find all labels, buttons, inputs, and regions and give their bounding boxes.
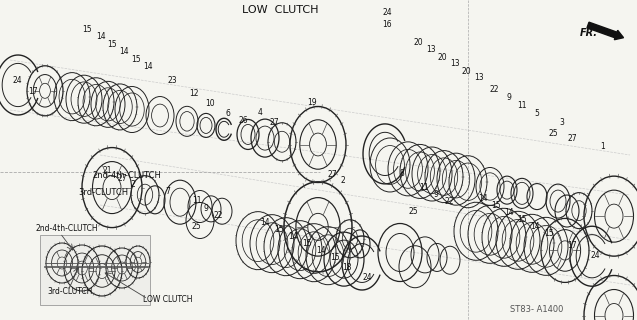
Text: 15: 15 xyxy=(131,54,141,63)
Text: 24: 24 xyxy=(590,252,600,260)
Text: 8: 8 xyxy=(399,169,404,178)
Text: 9: 9 xyxy=(204,204,208,212)
Text: 13: 13 xyxy=(426,44,436,53)
Text: 14: 14 xyxy=(143,61,153,70)
Text: 6: 6 xyxy=(225,108,231,117)
Text: 20: 20 xyxy=(461,67,471,76)
Text: 15: 15 xyxy=(491,201,501,210)
Text: 23: 23 xyxy=(167,76,177,84)
Text: 14: 14 xyxy=(260,218,270,227)
Text: 27: 27 xyxy=(327,170,337,179)
Text: 11: 11 xyxy=(192,196,202,204)
Text: 5: 5 xyxy=(534,108,540,117)
Text: 14: 14 xyxy=(478,194,488,203)
Text: 24: 24 xyxy=(362,273,372,282)
Text: ST83- A1400: ST83- A1400 xyxy=(510,306,563,315)
Text: 7: 7 xyxy=(166,187,171,196)
Text: 11: 11 xyxy=(517,100,527,109)
Text: 13: 13 xyxy=(474,73,484,82)
Text: 15: 15 xyxy=(274,225,284,234)
Text: 3rd-CLUTCH: 3rd-CLUTCH xyxy=(47,286,92,295)
Text: 27: 27 xyxy=(117,173,127,182)
Text: 24: 24 xyxy=(12,76,22,84)
Text: 11: 11 xyxy=(419,182,429,191)
Text: 2nd-4th-CLUTCH: 2nd-4th-CLUTCH xyxy=(36,223,99,233)
Text: 10: 10 xyxy=(205,99,215,108)
Text: 17: 17 xyxy=(567,241,577,250)
Text: FR.: FR. xyxy=(580,28,598,38)
Text: 14: 14 xyxy=(96,31,106,41)
Text: 14: 14 xyxy=(288,231,298,241)
FancyBboxPatch shape xyxy=(40,235,150,305)
Text: 22: 22 xyxy=(489,84,499,93)
Text: 9: 9 xyxy=(506,92,512,101)
Text: 26: 26 xyxy=(238,116,248,124)
Text: 25: 25 xyxy=(408,206,418,215)
Text: 25: 25 xyxy=(191,221,201,230)
Text: 15: 15 xyxy=(544,228,554,237)
Text: 14: 14 xyxy=(505,207,514,217)
Text: 22: 22 xyxy=(444,196,454,205)
Text: 1: 1 xyxy=(601,141,605,150)
Text: 22: 22 xyxy=(213,211,223,220)
Text: 3: 3 xyxy=(559,117,564,126)
Text: 27: 27 xyxy=(567,133,577,142)
Text: 2: 2 xyxy=(341,175,345,185)
Text: 12: 12 xyxy=(189,89,199,98)
Text: 25: 25 xyxy=(548,129,558,138)
Text: 9: 9 xyxy=(434,189,438,198)
Text: 14: 14 xyxy=(119,46,129,55)
Text: 2: 2 xyxy=(131,180,136,188)
Text: 24: 24 xyxy=(382,7,392,17)
Text: 19: 19 xyxy=(307,98,317,107)
Text: 16: 16 xyxy=(382,20,392,28)
Text: 4: 4 xyxy=(257,108,262,116)
Text: LOW CLUTCH: LOW CLUTCH xyxy=(143,295,192,305)
Text: 15: 15 xyxy=(82,25,92,34)
Text: LOW  CLUTCH: LOW CLUTCH xyxy=(242,5,318,15)
Text: 14: 14 xyxy=(316,245,326,254)
Text: 3rd-CLUTCH: 3rd-CLUTCH xyxy=(78,188,128,196)
FancyArrow shape xyxy=(587,22,624,40)
Text: 2nd-4th-CLUTCH: 2nd-4th-CLUTCH xyxy=(92,171,161,180)
Text: 15: 15 xyxy=(330,253,340,262)
Text: 18: 18 xyxy=(342,262,352,271)
Text: 27: 27 xyxy=(269,117,279,126)
Text: 20: 20 xyxy=(437,52,447,61)
Text: 13: 13 xyxy=(450,59,460,68)
Text: 15: 15 xyxy=(107,39,117,49)
Text: 20: 20 xyxy=(413,37,423,46)
Text: 17: 17 xyxy=(28,86,38,95)
Text: 14: 14 xyxy=(530,221,540,230)
Text: 15: 15 xyxy=(302,238,312,247)
Text: 21: 21 xyxy=(103,165,111,174)
Text: 15: 15 xyxy=(517,214,527,223)
